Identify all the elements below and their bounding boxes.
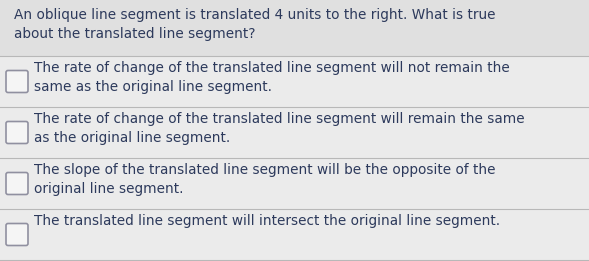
- Text: The slope of the translated line segment will be the opposite of the
original li: The slope of the translated line segment…: [34, 163, 495, 196]
- FancyBboxPatch shape: [6, 223, 28, 246]
- Text: The rate of change of the translated line segment will remain the same
as the or: The rate of change of the translated lin…: [34, 112, 525, 145]
- Bar: [0, 56, 589, 107]
- FancyBboxPatch shape: [6, 173, 28, 194]
- Text: The translated line segment will intersect the original line segment.: The translated line segment will interse…: [34, 214, 500, 228]
- Bar: [0, 0, 589, 56]
- FancyBboxPatch shape: [6, 122, 28, 144]
- Bar: [0, 107, 589, 158]
- FancyBboxPatch shape: [6, 70, 28, 92]
- Bar: [0, 209, 589, 260]
- Bar: [0, 158, 589, 209]
- Text: The rate of change of the translated line segment will not remain the
same as th: The rate of change of the translated lin…: [34, 61, 509, 94]
- Text: An oblique line segment is translated 4 units to the right. What is true
about t: An oblique line segment is translated 4 …: [14, 8, 495, 41]
